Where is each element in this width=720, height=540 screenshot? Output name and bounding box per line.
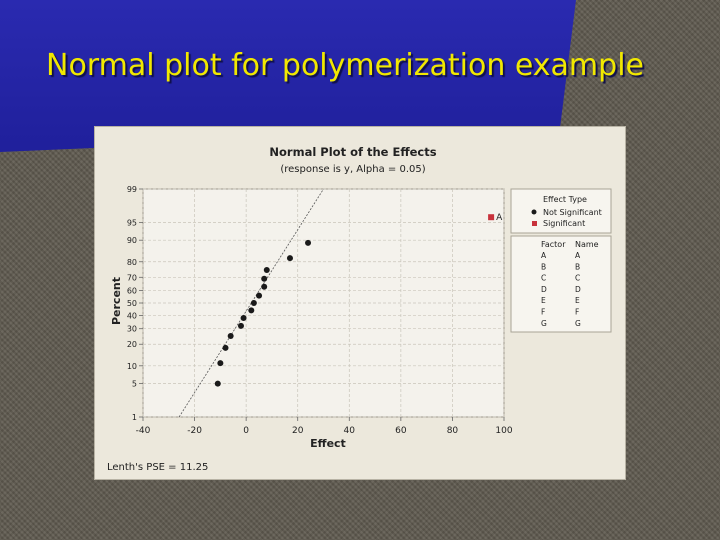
y-tick-label: 80 bbox=[127, 258, 137, 267]
data-point bbox=[237, 322, 244, 329]
legend-factor-code: A bbox=[541, 251, 547, 260]
data-point bbox=[286, 255, 293, 262]
legend-factor-name: F bbox=[575, 308, 579, 317]
plot-frame: Normal Plot of the Effects (response is … bbox=[94, 126, 626, 480]
y-tick-label: 1 bbox=[132, 413, 137, 422]
x-tick-label: -40 bbox=[136, 426, 151, 436]
y-tick-label: 50 bbox=[127, 299, 137, 308]
data-point bbox=[261, 283, 268, 290]
legend-factor-code: B bbox=[541, 262, 546, 271]
legend-factor-name: A bbox=[575, 251, 581, 260]
data-point bbox=[250, 300, 257, 306]
legend-factor-name: B bbox=[575, 262, 580, 271]
y-tick-label: 90 bbox=[127, 236, 137, 245]
legend-significant-marker bbox=[532, 221, 537, 226]
y-tick-label: 95 bbox=[127, 218, 137, 227]
significant-point bbox=[488, 214, 495, 221]
y-tick-label: 10 bbox=[127, 362, 137, 371]
normal-plot-chart: Normal Plot of the Effects (response is … bbox=[107, 145, 612, 473]
legend-factors: Factor Name A AB BC CD DE EF FG G bbox=[510, 235, 612, 333]
y-tick-labels: 1 5 10 20 30 40 50 60 70 80 90 95 99 bbox=[127, 185, 143, 422]
data-points: A bbox=[214, 213, 503, 387]
data-point bbox=[214, 380, 221, 387]
data-point bbox=[248, 307, 255, 314]
legend-not-significant-marker bbox=[531, 209, 537, 215]
x-tick-label: 40 bbox=[344, 426, 356, 436]
legend-factors-box bbox=[510, 235, 612, 333]
y-tick-label: 60 bbox=[127, 287, 137, 296]
data-point bbox=[256, 292, 263, 299]
data-point bbox=[305, 239, 312, 246]
lenth-pse-footnote: Lenth's PSE = 11.25 bbox=[107, 462, 208, 473]
point-label: A bbox=[496, 213, 503, 223]
legend-factor-name: C bbox=[575, 274, 580, 283]
plot-area: A bbox=[142, 188, 505, 418]
legend-factor-header: Factor bbox=[541, 240, 566, 249]
legend-factor-code: D bbox=[541, 285, 547, 294]
data-point bbox=[227, 333, 234, 340]
legend-not-significant-label: Not Significant bbox=[543, 208, 602, 217]
y-tick-label: 40 bbox=[127, 311, 137, 320]
legend-factor-rows: A AB BC CD DE EF FG G bbox=[541, 251, 581, 328]
x-tick-label: 60 bbox=[395, 426, 407, 436]
y-tick-label: 5 bbox=[132, 380, 137, 389]
legend-factor-code: G bbox=[541, 319, 547, 328]
x-tick-label: 20 bbox=[292, 426, 304, 436]
legend-name-header: Name bbox=[575, 240, 599, 249]
x-tick-label: -20 bbox=[187, 426, 202, 436]
legend-factor-name: D bbox=[575, 285, 581, 294]
x-tick-labels: -40 -20 0 20 40 60 80 100 bbox=[136, 417, 513, 436]
legend-factor-name: G bbox=[575, 319, 581, 328]
y-tick-label: 70 bbox=[127, 273, 137, 282]
chart-title: Normal Plot of the Effects bbox=[269, 145, 436, 159]
slide-title: Normal plot for polymerization example bbox=[46, 48, 644, 83]
legend-factor-code: C bbox=[541, 274, 546, 283]
grid-lines bbox=[142, 188, 505, 418]
y-axis-label: Percent bbox=[110, 277, 123, 325]
y-tick-label: 99 bbox=[127, 185, 137, 194]
legend-effect-type-box bbox=[510, 188, 612, 234]
chart-subtitle: (response is y, Alpha = 0.05) bbox=[280, 164, 425, 175]
y-tick-label: 30 bbox=[127, 325, 137, 334]
x-tick-label: 0 bbox=[243, 426, 249, 436]
legend-factor-code: F bbox=[541, 308, 545, 317]
y-tick-label: 20 bbox=[127, 340, 137, 349]
data-point bbox=[261, 275, 268, 282]
data-point bbox=[217, 360, 224, 367]
legend-effect-type: Effect Type Not Significant Significant bbox=[510, 188, 612, 234]
x-tick-label: 80 bbox=[447, 426, 459, 436]
legend-factor-code: E bbox=[541, 296, 546, 305]
data-point bbox=[263, 266, 270, 273]
legend-factor-name: E bbox=[575, 296, 580, 305]
data-point bbox=[222, 344, 229, 351]
data-point bbox=[240, 314, 247, 321]
legend-significant-label: Significant bbox=[543, 219, 585, 228]
x-axis-label: Effect bbox=[310, 437, 346, 450]
x-tick-label: 100 bbox=[495, 426, 512, 436]
legend-effect-type-title: Effect Type bbox=[543, 195, 587, 204]
